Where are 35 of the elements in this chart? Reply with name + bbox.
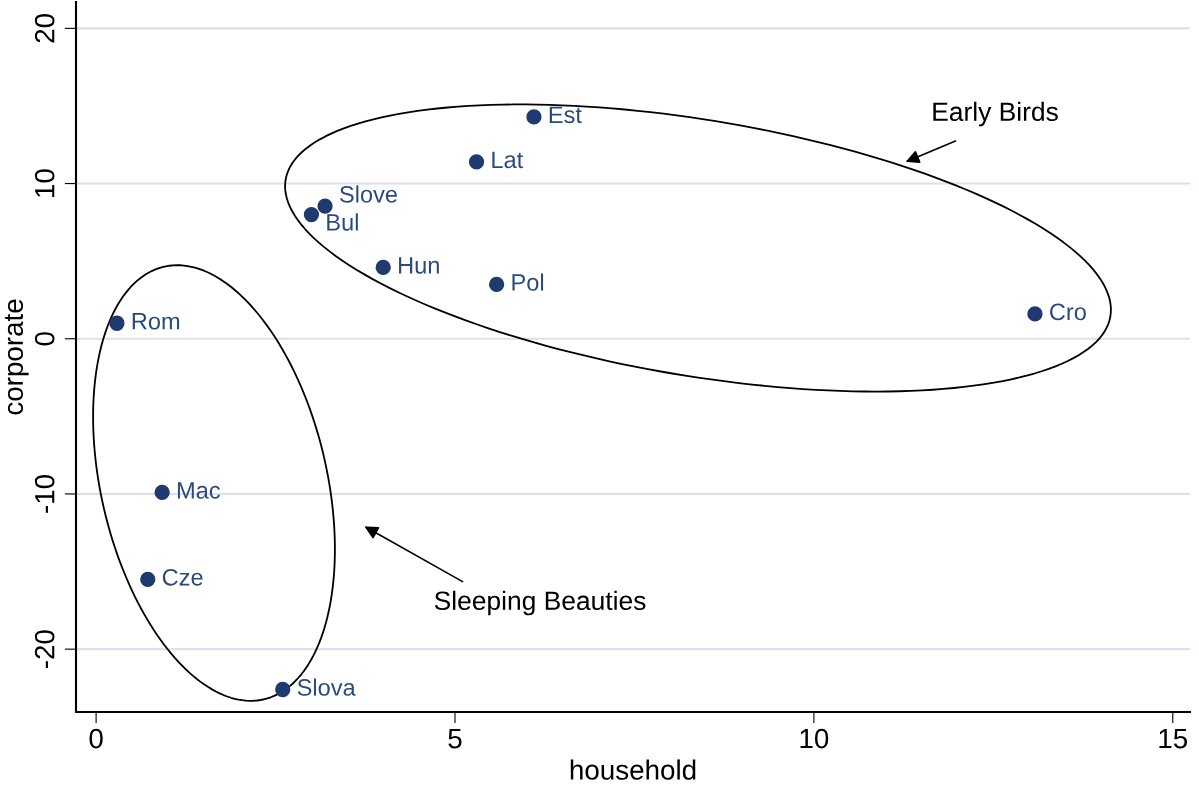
point	[154, 484, 170, 501]
annotation: Rom	[132, 313, 180, 330]
y-tick-label: 20	[34, 14, 55, 43]
point	[488, 276, 505, 293]
annotation: Pol	[512, 273, 544, 291]
annotation: Cro	[1050, 303, 1086, 321]
point	[140, 571, 156, 587]
point	[375, 259, 391, 276]
y-axis-title: corporate	[4, 299, 29, 415]
annotation: Slova	[297, 678, 356, 696]
annotation: Mac	[177, 482, 220, 499]
annotation: Sleeping Beauties	[434, 590, 646, 616]
point	[109, 315, 125, 331]
annotation: Cze	[162, 568, 203, 586]
x-tick-label: 15	[1159, 728, 1188, 749]
x-tick-label: 10	[800, 728, 829, 749]
x-axis-title: household	[570, 759, 696, 780]
annotation: Bul	[327, 213, 358, 231]
annotation: Early Birds	[933, 101, 1058, 127]
annotation: Est	[549, 106, 582, 124]
x-tick-label: 0	[89, 728, 103, 749]
y-tick-label: 10	[34, 169, 55, 197]
y-tick-label: 0	[34, 332, 55, 346]
y-tick-label: -10	[34, 474, 55, 513]
point	[1027, 306, 1043, 322]
annotation: Slove	[340, 185, 397, 203]
annotation: Hun	[399, 257, 439, 274]
point	[275, 681, 291, 698]
y-tick-label: -20	[34, 630, 55, 668]
point	[317, 198, 333, 214]
x-tick-label: 5	[448, 728, 462, 749]
point	[526, 109, 542, 125]
point	[468, 154, 485, 170]
point	[303, 206, 320, 223]
annotation: Lat	[492, 151, 524, 169]
